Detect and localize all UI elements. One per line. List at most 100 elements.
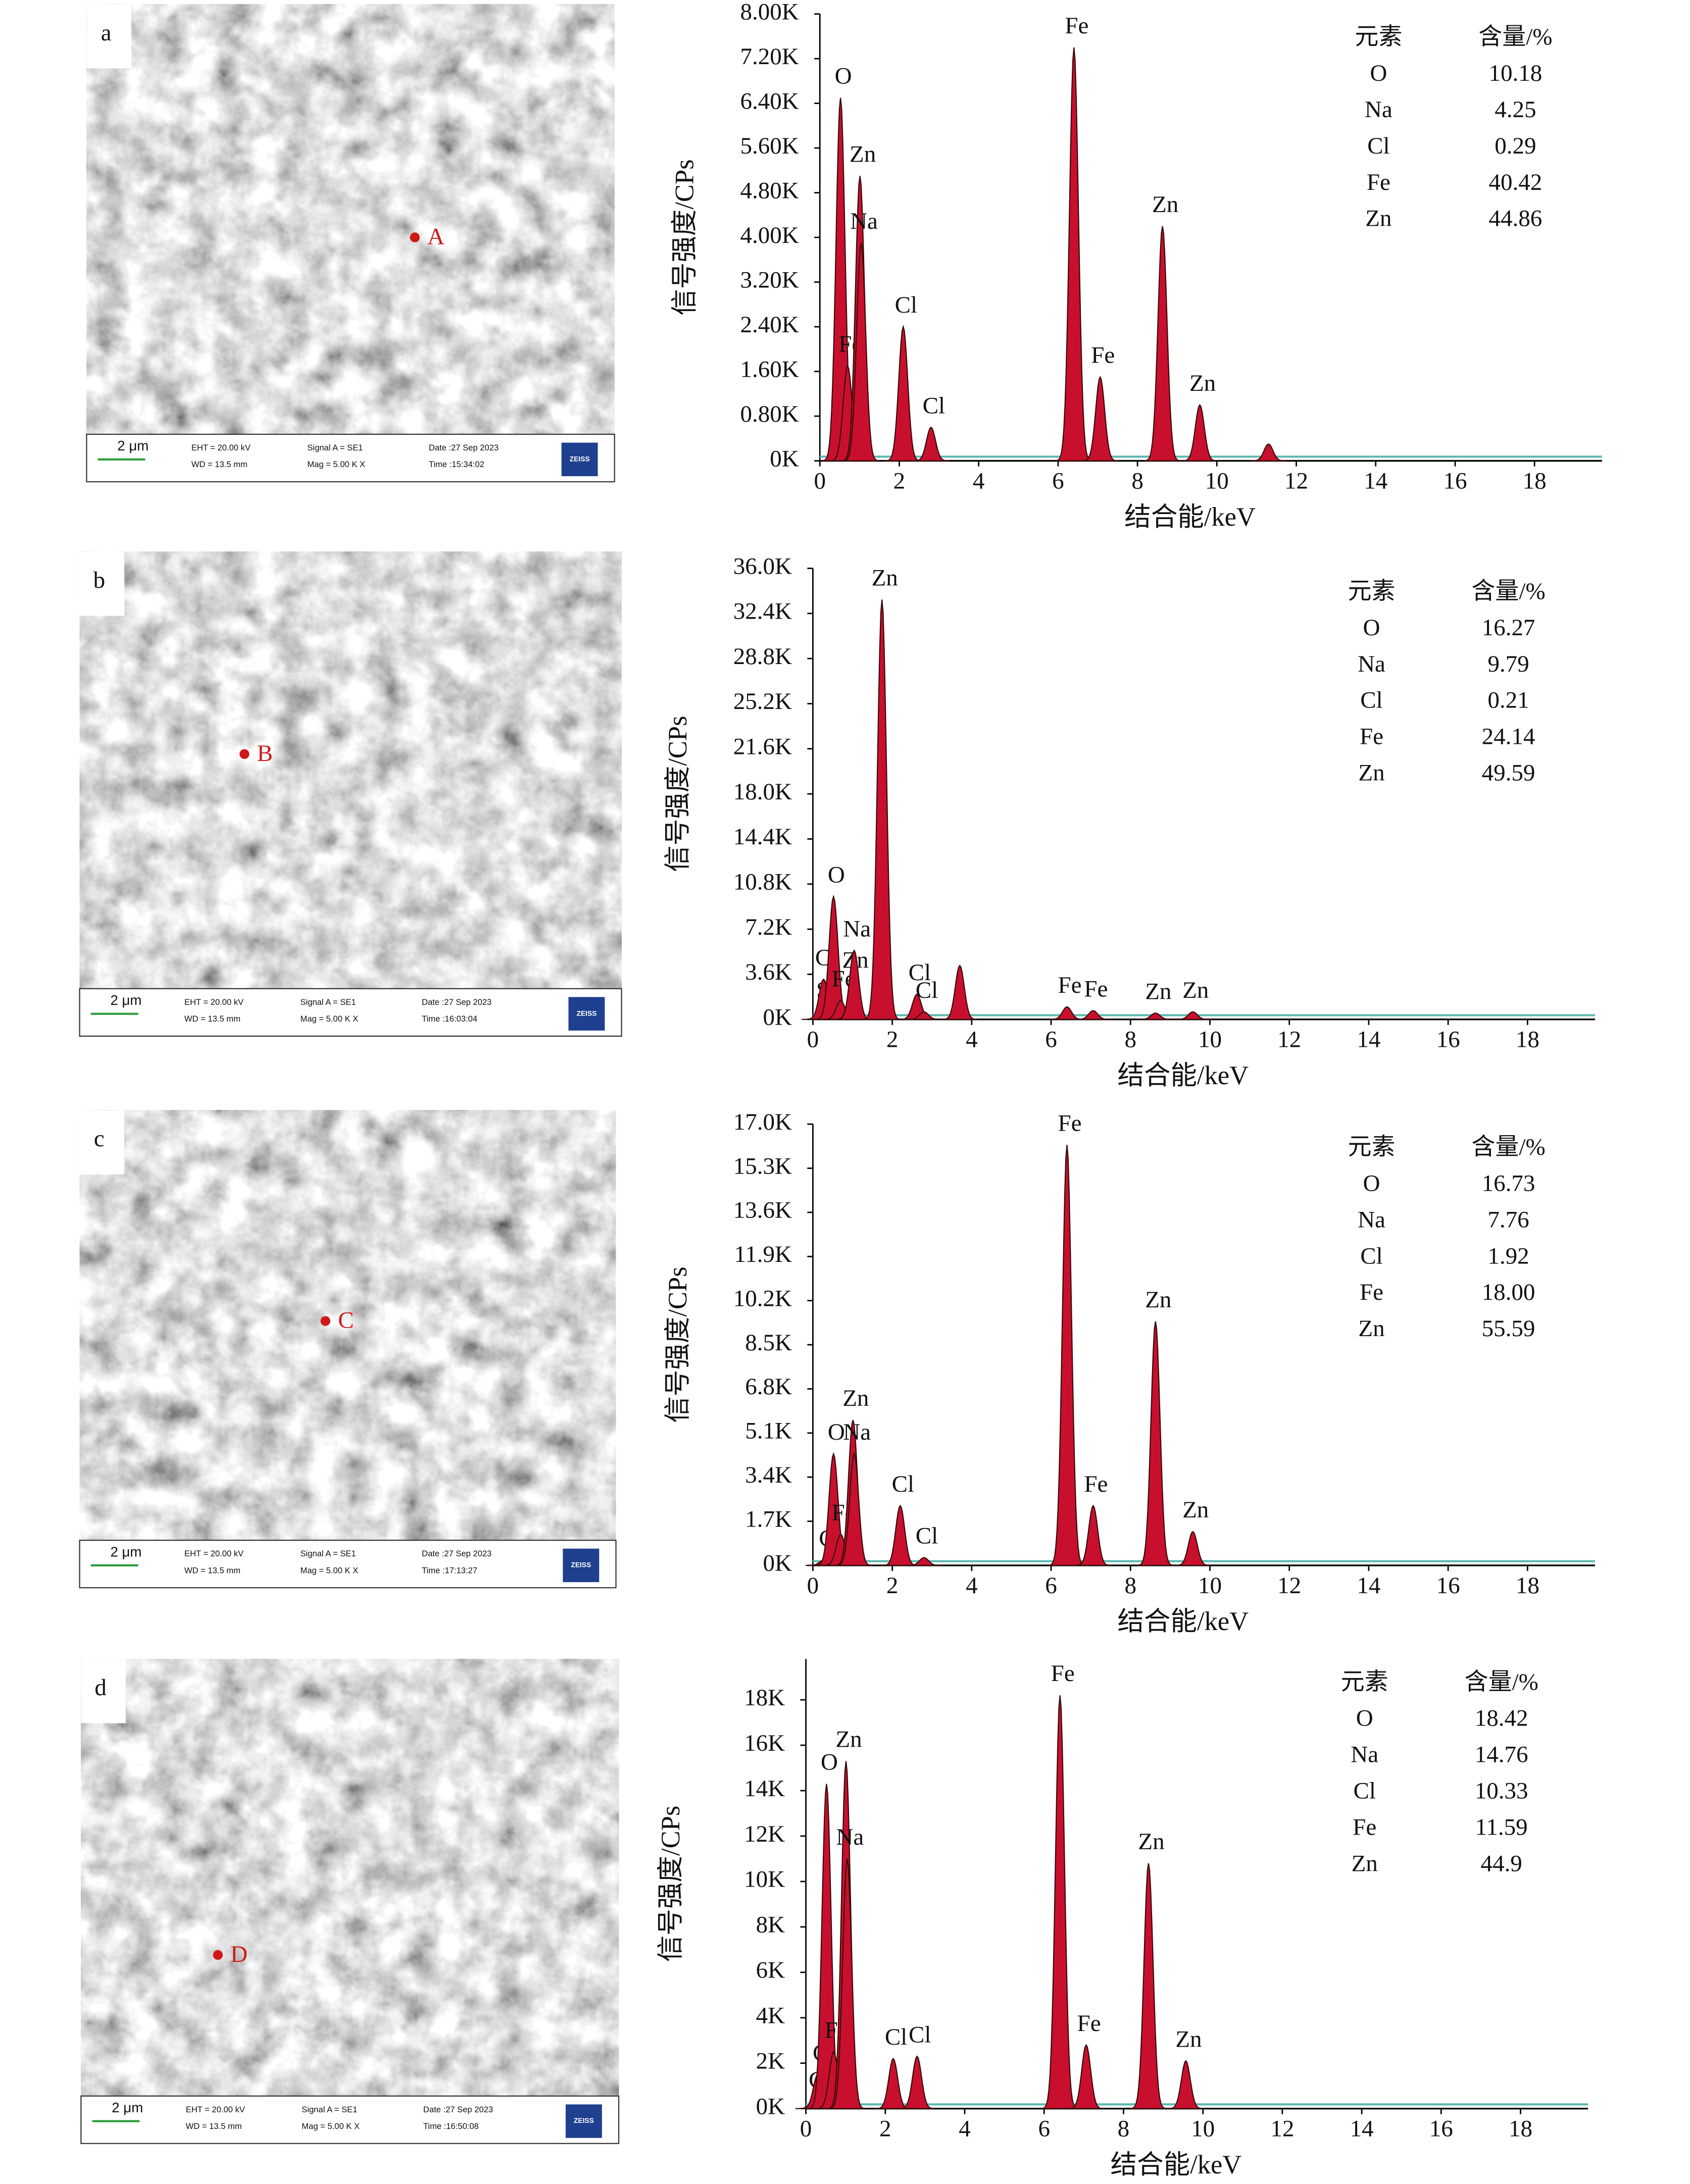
y-tick-label: 12K [744, 1821, 785, 1847]
info-text: Signal A = SE1 [301, 997, 356, 1007]
peak [875, 2057, 912, 2109]
y-tick-label: 1.60K [740, 356, 799, 382]
peak [1048, 1145, 1085, 1566]
x-tick-label: 4 [966, 1027, 977, 1053]
peak-label: O [835, 63, 852, 89]
table-cell: Fe [1360, 724, 1383, 750]
x-tick-label: 12 [1284, 468, 1308, 494]
x-axis-label: 结合能/keV [1117, 1061, 1249, 1090]
peak [906, 1557, 942, 1566]
y-tick-label: 32.4K [733, 598, 792, 625]
info-bar [79, 988, 622, 1037]
peak-label: Zn [1152, 191, 1178, 218]
info-bar [80, 2095, 620, 2144]
peak-label: Zn [1145, 1287, 1171, 1313]
table-cell: 44.86 [1488, 206, 1542, 232]
peak-label: Na [843, 1419, 871, 1445]
y-tick-label: 4K [756, 2003, 785, 2029]
info-text: EHT = 20.00 kV [184, 997, 243, 1007]
panel-label: d [94, 1674, 106, 1701]
peak [912, 426, 950, 462]
panel-label: b [93, 567, 105, 593]
table-header: 含量/% [1465, 1669, 1538, 1695]
peak [1174, 1011, 1212, 1020]
point-marker [410, 232, 420, 242]
table-cell: 11.59 [1475, 1814, 1528, 1840]
x-tick-label: 18 [1516, 1027, 1539, 1053]
peak-label: Zn [1182, 977, 1209, 1003]
x-tick-label: 14 [1364, 468, 1387, 494]
peak [1167, 2060, 1205, 2109]
y-tick-label: 10.8K [733, 869, 792, 895]
point-marker [320, 1316, 330, 1326]
table-header: 元素 [1348, 578, 1396, 604]
peak [1068, 2044, 1105, 2109]
peak-label: Cl [916, 1523, 938, 1549]
table-cell: Cl [1367, 133, 1389, 159]
info-text: Time :15:34:02 [429, 460, 484, 469]
table-cell: Fe [1360, 1279, 1383, 1305]
table-cell: Na [1365, 96, 1393, 123]
point-marker [213, 1950, 223, 1960]
x-tick-label: 14 [1357, 1027, 1380, 1053]
peak [884, 324, 922, 462]
info-bar [79, 1540, 617, 1589]
x-tick-label: 8 [1125, 1027, 1136, 1053]
peak [842, 242, 880, 462]
x-tick-label: 6 [1038, 2116, 1050, 2142]
table-cell: 18.00 [1482, 1279, 1535, 1305]
sem-image [79, 551, 622, 989]
table-cell: Zn [1358, 1315, 1384, 1342]
info-text: Time :16:03:04 [422, 1014, 477, 1024]
x-tick-label: 8 [1125, 1572, 1136, 1599]
table-cell: O [1356, 1705, 1373, 1732]
table-cell: Cl [1353, 1777, 1375, 1804]
x-axis-label: 结合能/keV [1117, 1607, 1249, 1636]
brand-box [563, 1548, 600, 1583]
info-text: WD = 13.5 mm [191, 460, 247, 469]
peak [1144, 226, 1181, 462]
x-tick-label: 6 [1052, 468, 1064, 494]
peak [1074, 1504, 1112, 1566]
peak [835, 1452, 873, 1566]
info-text: Date :27 Sep 2023 [423, 2105, 493, 2114]
x-tick-label: 12 [1270, 2116, 1294, 2142]
y-tick-label: 8.00K [740, 0, 799, 25]
table-cell: 55.59 [1482, 1315, 1535, 1342]
info-text: WD = 13.5 mm [184, 1565, 240, 1575]
y-tick-label: 1.7K [745, 1506, 792, 1532]
info-text: Date :27 Sep 2023 [422, 997, 491, 1007]
table-cell: Zn [1358, 760, 1384, 786]
info-text: Signal A = SE1 [301, 1549, 356, 1558]
peak [1181, 403, 1218, 462]
x-tick-label: 0 [807, 1572, 819, 1599]
table-cell: 0.21 [1487, 687, 1529, 714]
y-tick-label: 8K [756, 1912, 785, 1938]
peak-label: Zn [835, 1726, 862, 1753]
label-box [86, 4, 131, 69]
sem-image [86, 4, 615, 435]
brand: ZEISS [574, 2116, 594, 2124]
table-cell: 44.9 [1481, 1850, 1522, 1876]
table-cell: Na [1358, 651, 1385, 677]
x-tick-label: 2 [886, 1027, 898, 1053]
x-axis-label: 结合能/keV [1111, 2150, 1242, 2179]
peak-label: Fe [1058, 972, 1082, 998]
x-tick-label: 16 [1443, 468, 1467, 494]
point-label: A [427, 224, 444, 250]
x-tick-label: 18 [1523, 468, 1547, 494]
peak-label: Zn [842, 1385, 869, 1411]
point-marker [239, 749, 250, 759]
y-tick-label: 14.4K [733, 824, 792, 850]
peak-label: Cl [895, 292, 917, 318]
peak-label: Na [836, 1824, 864, 1850]
y-tick-label: 25.2K [733, 688, 792, 715]
info-text: EHT = 20.00 kV [186, 2105, 245, 2114]
x-tick-label: 10 [1191, 2116, 1215, 2142]
table-cell: 9.79 [1487, 651, 1529, 677]
peak-label: Fe [1051, 1660, 1075, 1687]
y-axis-label: 信号强度/CPs [656, 1806, 685, 1962]
peak-label: Na [850, 208, 878, 234]
y-tick-label: 0K [756, 2093, 785, 2119]
table-cell: O [1363, 615, 1380, 641]
